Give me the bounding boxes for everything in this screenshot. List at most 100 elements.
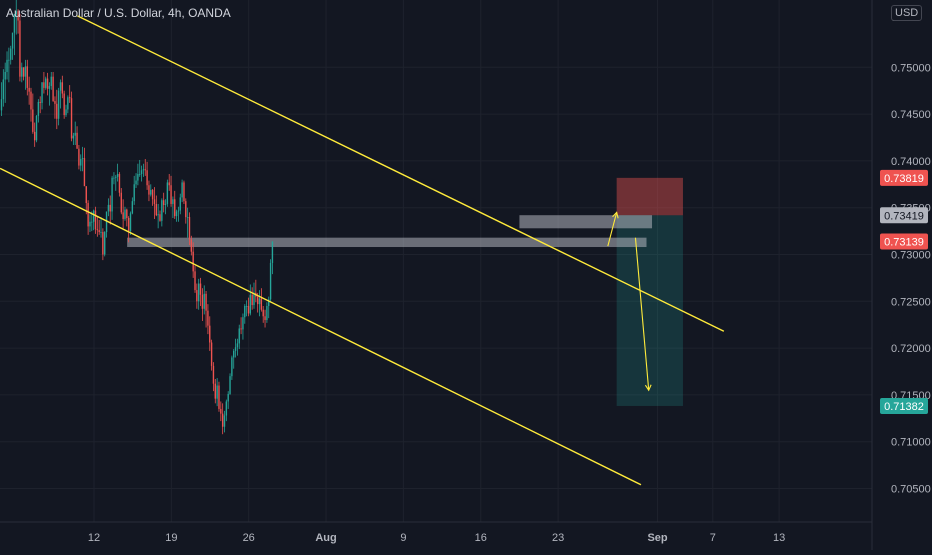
candle-body — [81, 158, 84, 160]
candle-body — [89, 221, 91, 227]
take-profit-zone — [616, 215, 683, 406]
arrow-head — [644, 384, 652, 392]
candle-body — [78, 148, 80, 166]
candle-body — [212, 365, 215, 384]
candle-body — [100, 232, 102, 233]
candle-body — [251, 294, 253, 306]
candle-body — [87, 203, 89, 227]
candle-body — [129, 213, 132, 232]
candle-body — [186, 217, 189, 218]
candle-body — [41, 82, 43, 103]
symbol-title[interactable]: Australian Dollar / U.S. Dollar, 4h, OAN… — [6, 6, 231, 20]
candle-body — [174, 199, 176, 217]
candle-body — [198, 283, 200, 302]
candle-body — [111, 177, 113, 212]
candle-body — [238, 328, 240, 344]
candle-body — [8, 59, 10, 61]
arrow-shaft — [634, 237, 650, 391]
candle-body — [6, 59, 8, 72]
candle-body — [94, 210, 97, 230]
candle-body — [236, 343, 239, 348]
y-tick-label: 0.72500 — [891, 296, 931, 308]
candle-body — [214, 383, 216, 399]
price-axis[interactable]: 0.750000.745000.740000.735000.730000.725… — [891, 12, 931, 496]
candle-body — [39, 101, 41, 103]
candle-body — [2, 79, 5, 100]
candle-body — [242, 317, 244, 330]
candle-body — [96, 229, 99, 231]
candle-body — [107, 204, 110, 212]
resistance-zone — [519, 215, 653, 229]
price-label-tag — [880, 207, 928, 224]
candle-body — [220, 408, 222, 414]
x-tick-label: Sep — [647, 532, 667, 544]
currency-badge[interactable]: USD — [891, 5, 923, 21]
candle-body — [131, 201, 134, 214]
candle-body — [15, 11, 17, 14]
candle-body — [244, 305, 246, 318]
candle-body — [118, 174, 121, 193]
candle-body — [98, 230, 100, 233]
candle-body — [59, 82, 62, 91]
candle-body — [120, 192, 122, 213]
candle-body — [124, 209, 126, 219]
candle-body — [196, 290, 198, 302]
candle-body — [157, 214, 159, 216]
candle-body — [74, 132, 76, 136]
candle-body — [137, 174, 139, 181]
candle-body — [190, 239, 193, 252]
candle-body — [54, 101, 56, 104]
candle-body — [192, 251, 194, 272]
candle-body — [35, 115, 38, 141]
candle-body — [63, 93, 65, 116]
candle-body — [43, 82, 45, 88]
y-tick-label: 0.70500 — [891, 484, 931, 496]
candle-body — [266, 305, 268, 321]
candle-body — [21, 67, 23, 77]
candle-body — [151, 189, 154, 200]
candle-body — [45, 78, 47, 88]
candle-body — [28, 87, 30, 92]
candle-body — [199, 283, 202, 295]
candle-body — [175, 211, 178, 217]
candle-body — [185, 201, 187, 218]
candle-body — [122, 212, 124, 219]
candle-body — [68, 97, 71, 99]
candle-body — [0, 99, 3, 111]
candle-body — [30, 91, 32, 110]
candle-body — [221, 413, 224, 427]
candle-body — [115, 176, 117, 178]
time-axis[interactable]: 12 19 26 Aug 9 16 23 Sep 7 13 — [88, 532, 785, 544]
candle-body — [159, 214, 161, 221]
candle-body — [91, 221, 93, 223]
candle-body — [264, 316, 266, 321]
candle-body — [11, 32, 14, 49]
candle-body — [269, 262, 272, 300]
drawing-layer — [0, 15, 725, 486]
price-label-text: 0.73819 — [884, 173, 924, 185]
zone-layer — [127, 177, 683, 406]
candle-body — [46, 78, 49, 89]
candle-body — [83, 158, 86, 187]
candle-body — [223, 415, 226, 427]
candle-body — [10, 48, 12, 60]
candle-body — [155, 203, 158, 216]
candle-body — [80, 159, 82, 166]
candle-body — [229, 376, 231, 394]
candle-body — [72, 135, 75, 139]
candle-body — [150, 189, 152, 195]
price-label-text: 0.73139 — [884, 236, 924, 248]
candle-body — [24, 66, 27, 77]
candle-body — [188, 217, 191, 240]
y-tick-label: 0.74000 — [891, 156, 931, 168]
candle-body — [85, 186, 87, 204]
candle-body — [194, 271, 196, 291]
x-tick-label: 9 — [400, 532, 406, 544]
candle-body — [205, 293, 207, 311]
candle-body — [227, 393, 229, 402]
candle-body — [57, 90, 60, 119]
candle-body — [116, 174, 119, 177]
